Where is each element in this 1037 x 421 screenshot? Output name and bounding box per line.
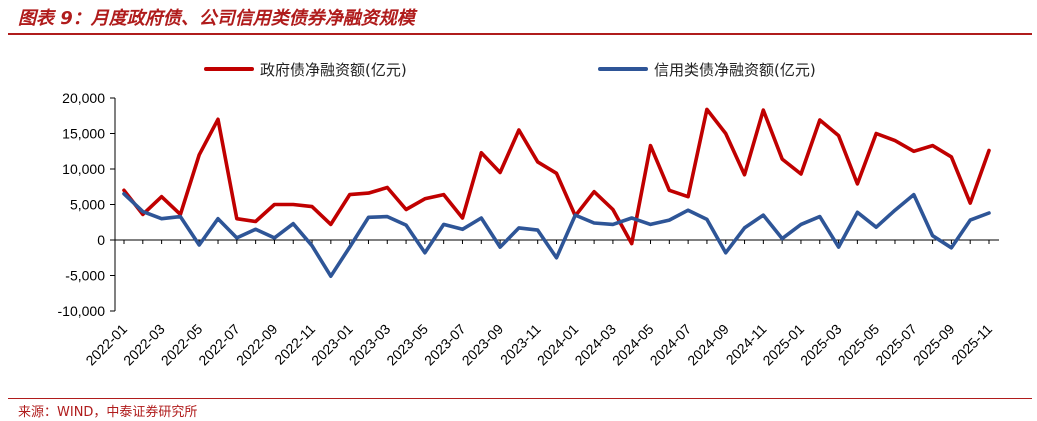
- y-tick-label: 10,000: [62, 161, 105, 177]
- y-tick-label: -5,000: [65, 268, 105, 284]
- y-tick-label: 20,000: [62, 90, 105, 106]
- x-tick-label: 2025-11: [948, 321, 995, 368]
- x-axis: 2022-012022-032022-052022-072022-092022-…: [82, 239, 999, 369]
- footer-divider: [8, 398, 1032, 399]
- y-axis: 20,000 15,000 10,000 5,000 0 -5,000 -10,000: [58, 90, 116, 319]
- series-lines: [122, 107, 991, 279]
- credit-bond-line: [122, 192, 991, 279]
- y-tick-label: 15,000: [62, 126, 105, 142]
- x-tick-label: 2022-09: [233, 321, 281, 369]
- legend-label-government: 政府债净融资额(亿元): [260, 61, 407, 79]
- x-tick-label: 2025-09: [910, 321, 958, 369]
- x-tick-label: 2023-09: [459, 321, 507, 369]
- title-bar: 图表 9：月度政府债、公司信用类债券净融资规模: [0, 0, 1037, 35]
- line-chart: 政府债净融资额(亿元) 信用类债净融资额(亿元) 20,000 15,000 10,0…: [58, 61, 999, 369]
- source-note: 来源：WIND，中泰证券研究所: [18, 405, 198, 420]
- chart-legend: 政府债净融资额(亿元) 信用类债净融资额(亿元): [204, 61, 816, 79]
- title-divider: [8, 33, 1032, 35]
- y-tick-label: -10,000: [58, 303, 106, 319]
- y-tick-label: 5,000: [70, 197, 105, 213]
- y-tick-label: 0: [97, 232, 105, 248]
- legend-label-credit: 信用类债净融资额(亿元): [654, 61, 816, 79]
- x-tick-label: 2024-09: [684, 321, 732, 369]
- government-bond-line: [122, 107, 991, 246]
- figure-title: 图表 9：月度政府债、公司信用类债券净融资规模: [18, 8, 415, 29]
